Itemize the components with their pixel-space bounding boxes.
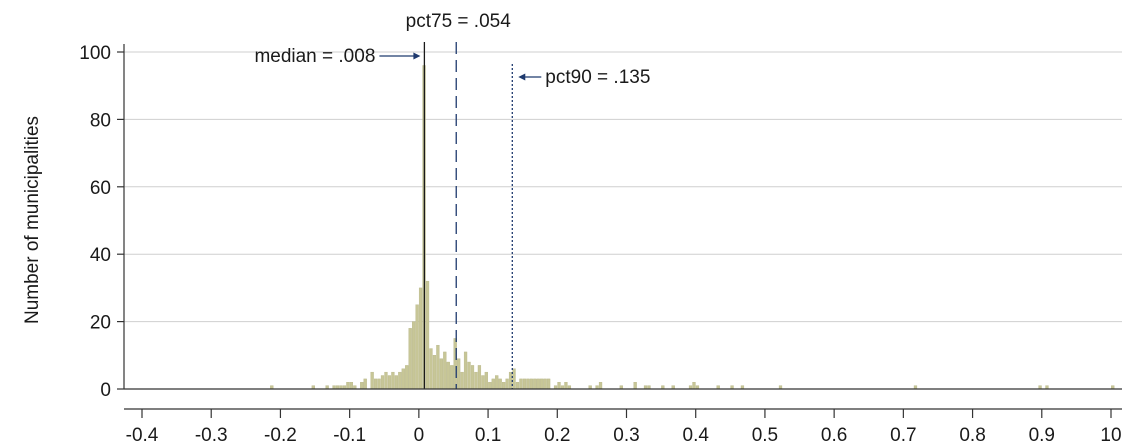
y-tick-label: 60 bbox=[90, 178, 111, 199]
histogram-bar bbox=[408, 328, 412, 390]
x-tick-label: 0.6 bbox=[821, 425, 847, 445]
histogram-bar bbox=[394, 375, 398, 390]
histogram-bar bbox=[380, 375, 385, 390]
pct75-label: pct75 = .054 bbox=[406, 11, 512, 32]
axes: 0 20 40 60 80 100 -0.4 -0.3 -0.2 -0.1 0 0.1 0.2 0.3 0.… bbox=[79, 43, 1122, 445]
histogram-bar bbox=[557, 382, 561, 390]
histogram-bar bbox=[429, 348, 433, 390]
x-tick-label: -0.1 bbox=[333, 425, 366, 445]
x-tick-label: 0 bbox=[414, 425, 425, 445]
histogram-bar bbox=[498, 378, 502, 390]
histogram-bar bbox=[349, 382, 354, 390]
y-tick-label: 0 bbox=[100, 380, 111, 401]
histogram-bar bbox=[512, 368, 516, 390]
x-tick-label: 0.7 bbox=[890, 425, 916, 445]
x-tick-label: -0.4 bbox=[126, 425, 159, 445]
histogram-bar bbox=[564, 382, 568, 390]
histogram-bar bbox=[540, 378, 544, 390]
histogram-bar bbox=[439, 358, 443, 390]
histogram-bar bbox=[443, 351, 447, 390]
histogram-bar bbox=[360, 382, 364, 390]
histogram-bars bbox=[270, 65, 1115, 390]
grid-lines bbox=[124, 51, 1122, 323]
histogram-bar bbox=[488, 382, 492, 390]
histogram-bar bbox=[477, 365, 482, 390]
histogram-bar bbox=[463, 351, 468, 390]
histogram-bar bbox=[692, 382, 696, 390]
x-tick-label: 0.4 bbox=[683, 425, 710, 445]
histogram-bar bbox=[446, 361, 450, 390]
y-tick-label: 20 bbox=[90, 313, 111, 334]
x-tick-label: -0.3 bbox=[195, 425, 228, 445]
histogram-bar bbox=[536, 378, 540, 390]
histogram-bar bbox=[484, 371, 488, 390]
median-arrow-head bbox=[413, 52, 421, 60]
histogram-bar bbox=[401, 368, 405, 390]
y-tick-label: 40 bbox=[90, 245, 111, 266]
histogram-bar bbox=[508, 371, 513, 390]
histogram-bar bbox=[474, 371, 478, 390]
histogram-bar bbox=[481, 375, 485, 390]
histogram-bar bbox=[495, 375, 499, 390]
histogram-bar bbox=[491, 378, 495, 390]
x-tick-label: 0.9 bbox=[1029, 425, 1055, 445]
histogram-bar bbox=[467, 361, 471, 390]
histogram-bar bbox=[598, 382, 603, 390]
histogram-bar bbox=[373, 378, 378, 390]
x-tick-label: -0.2 bbox=[264, 425, 297, 445]
histogram-bar bbox=[460, 371, 464, 390]
histogram-bar bbox=[515, 382, 520, 390]
histogram-bar bbox=[425, 280, 430, 390]
pct90-arrow-head bbox=[518, 73, 526, 81]
histogram-bar bbox=[505, 378, 509, 390]
y-tick-label: 80 bbox=[90, 110, 111, 131]
x-tick-label: 0.3 bbox=[613, 425, 639, 445]
histogram-bar bbox=[436, 344, 440, 390]
histogram-bar bbox=[363, 378, 367, 390]
histogram-bar bbox=[432, 355, 437, 390]
histogram-bar bbox=[522, 378, 527, 390]
histogram-bar bbox=[453, 338, 457, 390]
x-tick-label: 10 bbox=[1100, 425, 1121, 445]
histogram-bar bbox=[457, 358, 461, 390]
histogram-bar bbox=[418, 287, 423, 390]
histogram-bar bbox=[633, 382, 637, 390]
histogram-bar bbox=[384, 371, 388, 390]
histogram-bar bbox=[547, 378, 551, 390]
x-tick-label: 0.2 bbox=[544, 425, 570, 445]
histogram-bar bbox=[533, 378, 537, 390]
histogram-bar bbox=[391, 371, 395, 390]
histogram-bar bbox=[405, 365, 409, 390]
histogram-bar bbox=[502, 382, 506, 390]
histogram-bar bbox=[398, 371, 402, 390]
y-axis-title: Number of municipalities bbox=[22, 116, 43, 324]
reference-lines: median = .008 pct75 = .054 pct90 = .135 bbox=[254, 11, 650, 389]
histogram-bar bbox=[470, 365, 475, 390]
histogram-bar bbox=[529, 378, 533, 390]
x-tick-label: 0.1 bbox=[475, 425, 501, 445]
histogram-bar bbox=[519, 378, 523, 390]
histogram-bar bbox=[377, 378, 381, 390]
histogram-bar bbox=[543, 378, 547, 390]
histogram-bar bbox=[526, 378, 530, 390]
histogram-bar bbox=[450, 365, 454, 390]
pct90-label: pct90 = .135 bbox=[545, 67, 650, 88]
histogram-bar bbox=[415, 304, 419, 390]
median-label: median = .008 bbox=[254, 46, 375, 67]
histogram-bar bbox=[412, 321, 416, 390]
histogram-bar bbox=[346, 382, 350, 390]
histogram-bar bbox=[387, 375, 392, 390]
histogram-bar bbox=[370, 371, 374, 390]
x-tick-label: 0.5 bbox=[752, 425, 778, 445]
x-tick-label: 0.8 bbox=[959, 425, 985, 445]
y-tick-label: 100 bbox=[79, 43, 111, 64]
